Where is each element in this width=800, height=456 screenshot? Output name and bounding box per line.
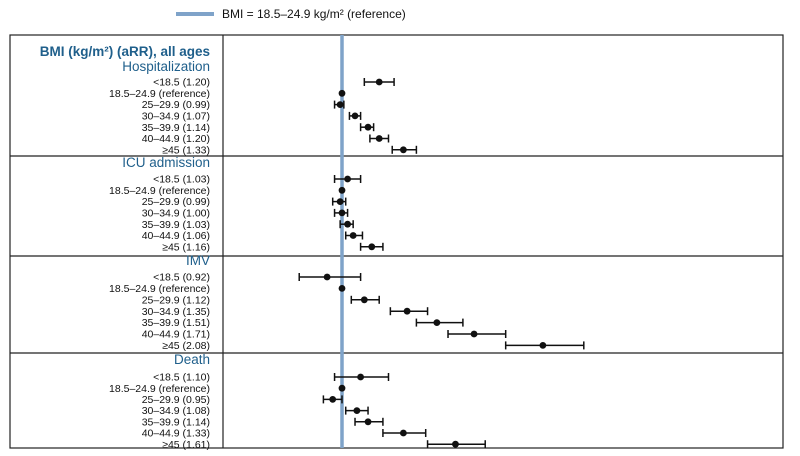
row-label: 18.5–24.9 (reference) [109, 88, 210, 100]
point-estimate [399, 429, 407, 437]
point-estimate [338, 384, 346, 392]
estimate-mark [344, 231, 364, 240]
estimate-mark [369, 134, 390, 143]
chart-title: BMI (kg/m²) (aRR), all ages [40, 44, 210, 59]
point-estimate [336, 101, 344, 108]
estimate-mark [504, 341, 585, 350]
estimate-mark [322, 395, 343, 404]
estimate-mark [333, 175, 362, 183]
row-label: 25–29.9 (1.12) [142, 294, 210, 306]
point-estimate [351, 112, 359, 120]
estimate-mark [382, 429, 427, 437]
row-label: 30–34.9 (1.35) [142, 306, 210, 318]
row-label: 35–39.9 (1.14) [142, 416, 210, 428]
estimate-mark [359, 242, 384, 251]
estimate-mark [333, 373, 390, 381]
row-label: 25–29.9 (0.99) [142, 99, 210, 111]
estimate-mark [333, 208, 349, 217]
row-label: 18.5–24.9 (reference) [109, 283, 210, 295]
estimate-mark [331, 197, 347, 206]
estimate-mark [338, 186, 346, 194]
estimate-mark [426, 440, 486, 449]
legend: BMI = 18.5–24.9 kg/m² (reference) [176, 7, 406, 21]
row-label: 35–39.9 (1.14) [142, 122, 210, 134]
row-labels: Hospitalization<18.5 (1.20)18.5–24.9 (re… [109, 59, 210, 451]
point-estimate [364, 123, 372, 131]
point-estimate [349, 232, 357, 239]
row-label: ≥45 (2.08) [162, 340, 210, 352]
row-label: 18.5–24.9 (reference) [109, 185, 210, 197]
panel-heading: ICU admission [122, 155, 210, 170]
estimate-mark [338, 89, 346, 97]
estimate-mark [415, 318, 464, 327]
point-estimate [344, 220, 351, 228]
point-estimate [452, 440, 459, 448]
point-estimate [338, 186, 346, 194]
point-estimate [403, 307, 411, 315]
estimate-mark [338, 384, 346, 392]
row-label: <18.5 (0.92) [153, 272, 210, 284]
estimate-mark [363, 78, 395, 86]
plot-frame [9, 34, 784, 449]
estimate-mark [298, 273, 362, 281]
point-estimate [336, 198, 344, 206]
point-estimate [357, 373, 364, 381]
row-label: ≥45 (1.16) [162, 241, 210, 253]
point-estimate [323, 273, 331, 281]
row-label: <18.5 (1.20) [153, 77, 210, 89]
point-estimate [360, 296, 368, 304]
row-label: 25–29.9 (0.95) [142, 394, 210, 406]
panel-heading: Hospitalization [122, 59, 210, 74]
row-label: 18.5–24.9 (reference) [109, 383, 210, 395]
legend-label: BMI = 18.5–24.9 kg/m² (reference) [222, 7, 406, 21]
point-estimate [329, 396, 337, 403]
estimate-mark [339, 220, 354, 229]
panel-heading: Death [174, 352, 210, 367]
point-estimate [375, 78, 383, 86]
point-estimate [433, 319, 441, 326]
point-estimate [539, 342, 547, 349]
row-label: 40–44.9 (1.20) [142, 133, 210, 145]
point-estimate [353, 407, 361, 414]
row-label: ≥45 (1.61) [162, 439, 210, 451]
point-estimate [364, 418, 372, 426]
point-estimate [338, 285, 346, 292]
estimate-mark [354, 417, 384, 426]
estimate-mark [344, 406, 369, 415]
row-label: <18.5 (1.10) [153, 372, 210, 384]
row-label: 40–44.9 (1.71) [142, 329, 210, 341]
row-label: 40–44.9 (1.33) [142, 428, 210, 440]
point-estimate [399, 146, 407, 154]
point-estimate [470, 330, 478, 338]
row-label: 30–34.9 (1.08) [142, 405, 210, 417]
panel-heading: IMV [186, 253, 210, 268]
row-label: 30–34.9 (1.07) [142, 111, 210, 123]
estimate-mark [389, 307, 429, 316]
estimate-mark [333, 100, 345, 109]
estimate-mark [447, 330, 507, 338]
row-label: 40–44.9 (1.06) [142, 230, 210, 242]
row-label: <18.5 (1.03) [153, 174, 210, 186]
point-estimate [338, 209, 346, 217]
data-marks [298, 78, 585, 449]
row-label: 30–34.9 (1.00) [142, 208, 210, 220]
point-estimate [338, 89, 346, 97]
point-estimate [375, 135, 383, 142]
row-label: 35–39.9 (1.51) [142, 317, 210, 329]
estimate-mark [350, 295, 380, 304]
estimate-mark [348, 111, 362, 120]
estimate-mark [359, 123, 375, 132]
estimate-mark [338, 285, 346, 292]
point-estimate [368, 243, 376, 251]
point-estimate [344, 175, 351, 183]
row-label: ≥45 (1.33) [162, 144, 210, 156]
row-label: 35–39.9 (1.03) [142, 219, 210, 231]
estimate-mark [391, 145, 418, 154]
row-label: 25–29.9 (0.99) [142, 196, 210, 208]
